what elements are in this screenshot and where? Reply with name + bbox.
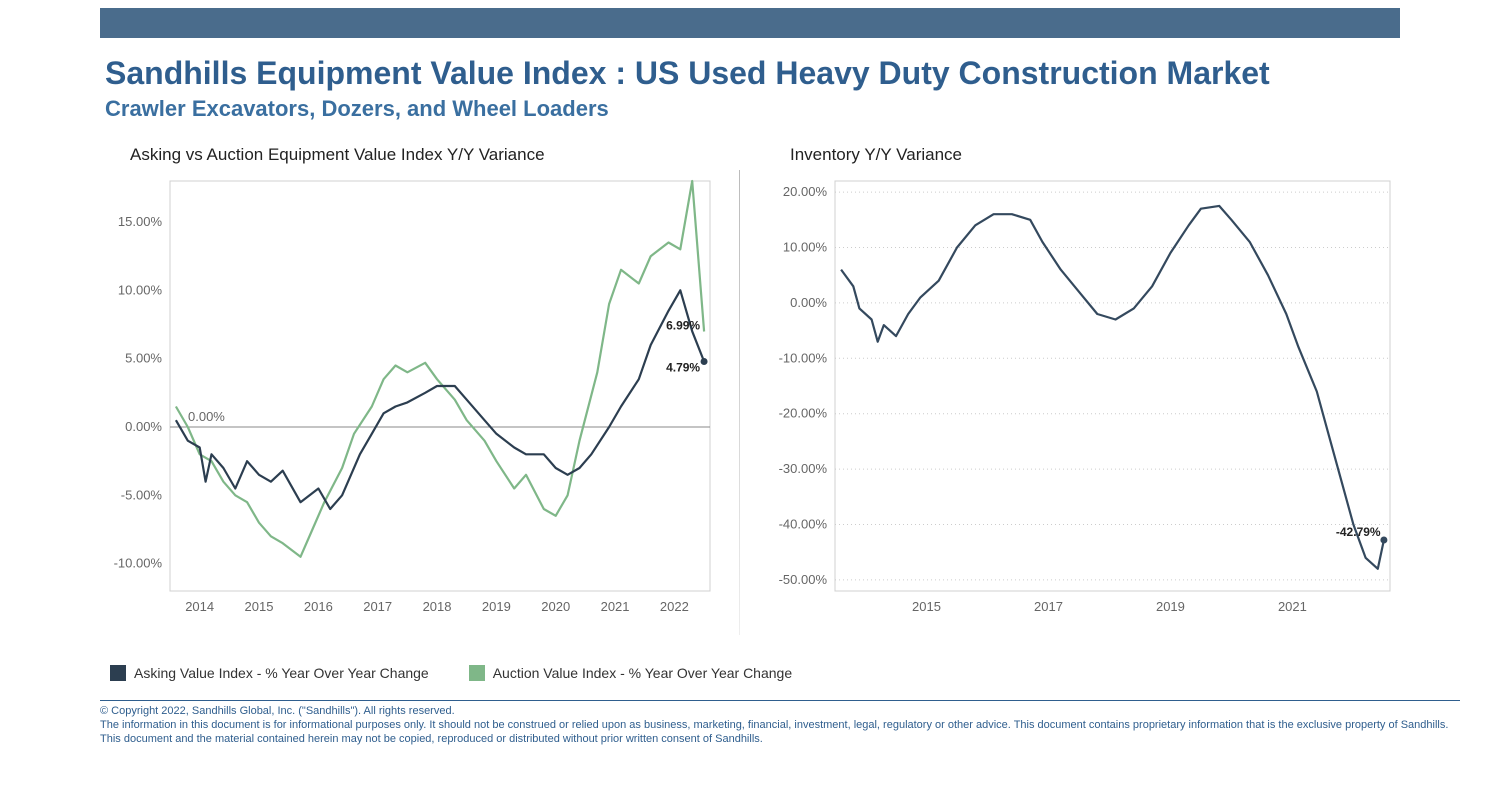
svg-text:20.00%: 20.00% [783,184,828,199]
legend-swatch-auction [469,665,485,681]
page: Sandhills Equipment Value Index : US Use… [0,0,1500,785]
right-chart-plot: -50.00% -40.00% -30.00% -20.00% -10.00% 0.00%… [760,171,1400,675]
legend-item-asking: Asking Value Index - % Year Over Year Ch… [110,665,429,681]
legend-label-auction: Auction Value Index - % Year Over Year C… [493,665,792,681]
svg-text:2021: 2021 [1278,599,1307,614]
svg-text:-30.00%: -30.00% [779,461,828,476]
svg-text:15.00%: 15.00% [118,214,163,229]
svg-text:5.00%: 5.00% [125,351,162,366]
svg-text:2017: 2017 [1034,599,1063,614]
svg-text:2019: 2019 [482,599,511,614]
svg-text:6.99%: 6.99% [666,318,700,332]
title-block: Sandhills Equipment Value Index : US Use… [105,55,1270,122]
legend-label-asking: Asking Value Index - % Year Over Year Ch… [134,665,429,681]
svg-text:2022: 2022 [660,599,689,614]
charts-row: Asking vs Auction Equipment Value Index … [100,145,1400,675]
svg-text:-40.00%: -40.00% [779,517,828,532]
footer-copyright: © Copyright 2022, Sandhills Global, Inc.… [100,705,1460,719]
footer-rule [100,700,1460,701]
svg-text:0.00%: 0.00% [790,295,827,310]
footer-disclaimer: The information in this document is for … [100,719,1460,747]
left-chart-column: Asking vs Auction Equipment Value Index … [100,145,739,675]
svg-text:2015: 2015 [912,599,941,614]
right-chart-column: Inventory Y/Y Variance -50.00% -40.00% -30… [740,145,1400,675]
svg-text:4.79%: 4.79% [666,361,700,375]
legend-swatch-asking [110,665,126,681]
left-chart-title: Asking vs Auction Equipment Value Index … [130,145,739,165]
right-chart-title: Inventory Y/Y Variance [790,145,1400,165]
svg-text:2018: 2018 [423,599,452,614]
svg-text:2019: 2019 [1156,599,1185,614]
footer: © Copyright 2022, Sandhills Global, Inc.… [100,700,1460,746]
svg-text:10.00%: 10.00% [118,282,163,297]
svg-text:-50.00%: -50.00% [779,572,828,587]
svg-text:2014: 2014 [185,599,214,614]
svg-text:-42.79%: -42.79% [1336,525,1381,539]
legend-item-auction: Auction Value Index - % Year Over Year C… [469,665,792,681]
svg-text:0.00%: 0.00% [125,419,162,434]
svg-text:2021: 2021 [601,599,630,614]
legend: Asking Value Index - % Year Over Year Ch… [110,665,792,681]
left-chart-plot: -10.00% -5.00% 0.00% 5.00% 10.00% 15.00% 2014 2… [100,171,739,675]
svg-text:-10.00%: -10.00% [779,350,828,365]
svg-text:2015: 2015 [245,599,274,614]
page-subtitle: Crawler Excavators, Dozers, and Wheel Lo… [105,96,1270,122]
svg-text:-5.00%: -5.00% [121,487,163,502]
svg-text:0.00%: 0.00% [188,409,225,424]
svg-text:2017: 2017 [363,599,392,614]
svg-text:-10.00%: -10.00% [114,556,163,571]
page-title: Sandhills Equipment Value Index : US Use… [105,55,1270,92]
svg-text:2020: 2020 [541,599,570,614]
svg-text:10.00%: 10.00% [783,239,828,254]
svg-text:2016: 2016 [304,599,333,614]
top-bar [100,8,1400,38]
svg-text:-20.00%: -20.00% [779,406,828,421]
